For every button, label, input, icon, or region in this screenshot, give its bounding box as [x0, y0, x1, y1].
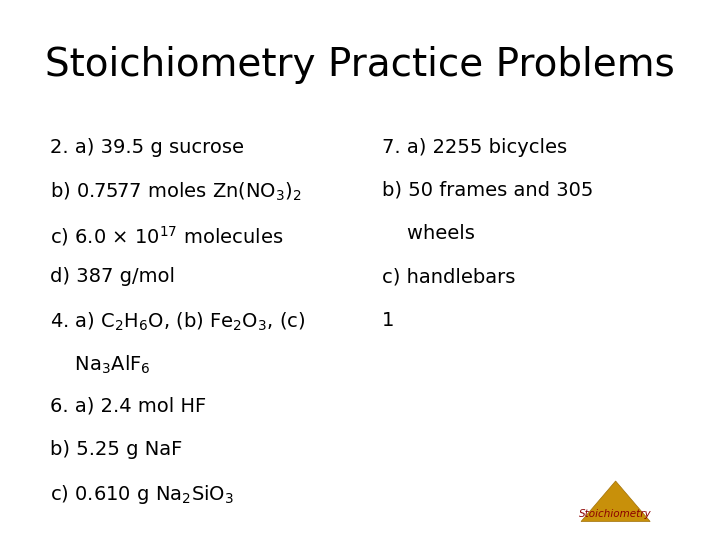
Polygon shape — [581, 481, 650, 522]
Text: wheels: wheels — [382, 224, 474, 243]
Text: b) 0.7577 moles Zn(NO$_3$)$_2$: b) 0.7577 moles Zn(NO$_3$)$_2$ — [50, 181, 302, 203]
Text: 7. a) 2255 bicycles: 7. a) 2255 bicycles — [382, 138, 567, 157]
Text: b) 50 frames and 305: b) 50 frames and 305 — [382, 181, 593, 200]
Text: c) handlebars: c) handlebars — [382, 267, 515, 286]
Text: d) 387 g/mol: d) 387 g/mol — [50, 267, 176, 286]
Text: Na$_3$AlF$_6$: Na$_3$AlF$_6$ — [50, 354, 151, 376]
Text: Stoichiometry: Stoichiometry — [580, 509, 652, 519]
Text: 4. a) C$_2$H$_6$O, (b) Fe$_2$O$_3$, (c): 4. a) C$_2$H$_6$O, (b) Fe$_2$O$_3$, (c) — [50, 310, 306, 333]
Text: 1: 1 — [382, 310, 394, 329]
Text: c) 6.0 $\times$ 10$^{17}$ molecules: c) 6.0 $\times$ 10$^{17}$ molecules — [50, 224, 284, 248]
Text: 6. a) 2.4 mol HF: 6. a) 2.4 mol HF — [50, 397, 207, 416]
Text: b) 5.25 g NaF: b) 5.25 g NaF — [50, 440, 183, 459]
Text: 2. a) 39.5 g sucrose: 2. a) 39.5 g sucrose — [50, 138, 244, 157]
Text: c) 0.610 g Na$_2$SiO$_3$: c) 0.610 g Na$_2$SiO$_3$ — [50, 483, 235, 507]
Text: Stoichiometry Practice Problems: Stoichiometry Practice Problems — [45, 46, 675, 84]
